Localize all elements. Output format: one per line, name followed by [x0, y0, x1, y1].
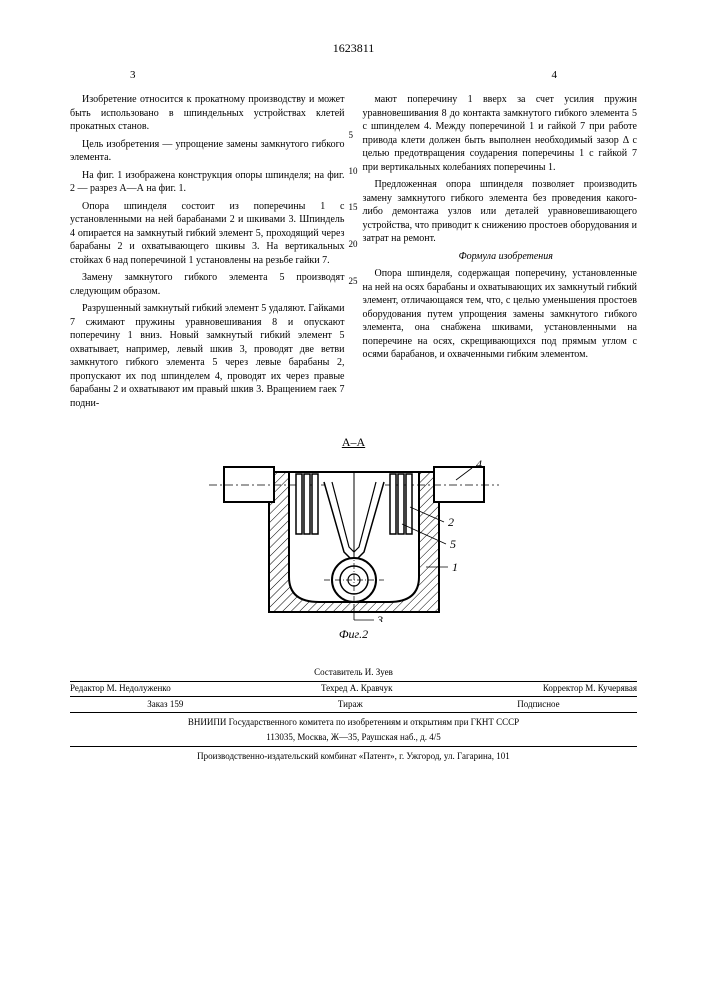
footer-print-run: Тираж	[338, 698, 363, 710]
lc-p3: На фиг. 1 изображена конструкция опоры ш…	[70, 169, 345, 196]
ln-20: 20	[349, 238, 358, 250]
ln-5: 5	[349, 129, 354, 141]
left-column: Изобретение относится к прокатному произ…	[70, 93, 345, 414]
footer-text-1: ВНИИПИ Государственного комитета по изоб…	[70, 716, 637, 728]
callout-3: 3	[376, 613, 383, 622]
ln-10: 10	[349, 165, 358, 177]
footer-row-order: Заказ 159 Тираж Подписное	[70, 698, 637, 713]
footer-corrector: Корректор М. Кучерявая	[543, 682, 637, 694]
right-column: 5 10 15 20 25 мают поперечину 1 вверх за…	[363, 93, 638, 414]
footer-compiler: Составитель И. Зуев	[314, 666, 393, 678]
footer-text-2: 113035, Москва, Ж—35, Раушская наб., д. …	[70, 731, 637, 743]
figure-caption: Фиг.2	[339, 626, 368, 642]
callout-1: 1	[452, 560, 458, 574]
footer-order: Заказ 159	[147, 698, 183, 710]
formula-heading: Формула изобретения	[363, 250, 638, 264]
rc-p2: Предложенная опора шпинделя позволяет пр…	[363, 178, 638, 246]
ln-25: 25	[349, 275, 358, 287]
lc-p5: Замену замкнутого гибкого элемента 5 про…	[70, 271, 345, 298]
footer-row-compiler: Составитель И. Зуев	[70, 666, 637, 681]
page-numbers: 3 4	[130, 68, 557, 83]
footer-editor: Редактор М. Недолуженко	[70, 682, 171, 694]
page-right: 4	[552, 68, 558, 83]
patent-number: 1623811	[70, 40, 637, 56]
footer-subscription: Подписное	[517, 698, 559, 710]
callout-4: 4	[476, 457, 482, 471]
text-columns: Изобретение относится к прокатному произ…	[70, 93, 637, 414]
ln-15: 15	[349, 201, 358, 213]
lc-p4: Опора шпинделя состоит из поперечины 1 с…	[70, 200, 345, 268]
callout-5: 5	[450, 537, 456, 551]
callout-2: 2	[448, 515, 454, 529]
footer-separator	[70, 746, 637, 747]
footer-row-editors: Редактор М. Недолуженко Техред А. Кравчу…	[70, 682, 637, 697]
figure-section-label: А–А	[342, 434, 365, 450]
footer-tech: Техред А. Кравчук	[321, 682, 393, 694]
figure-block: А–А	[70, 434, 637, 642]
lc-p1: Изобретение относится к прокатному произ…	[70, 93, 345, 134]
footer-text-3: Производственно-издательский комбинат «П…	[70, 750, 637, 762]
footer-block: Составитель И. Зуев Редактор М. Недолуже…	[70, 666, 637, 762]
lc-p2: Цель изобретения — упрощение замены замк…	[70, 138, 345, 165]
lc-p6: Разрушенный замкнутый гибкий элемент 5 у…	[70, 302, 345, 410]
rc-p1: мают поперечину 1 вверх за счет усилия п…	[363, 93, 638, 174]
page-left: 3	[130, 68, 136, 83]
rc-p3: Опора шпинделя, содержащая поперечину, у…	[363, 267, 638, 362]
figure-svg: 4 2 5 1 3	[204, 452, 504, 622]
